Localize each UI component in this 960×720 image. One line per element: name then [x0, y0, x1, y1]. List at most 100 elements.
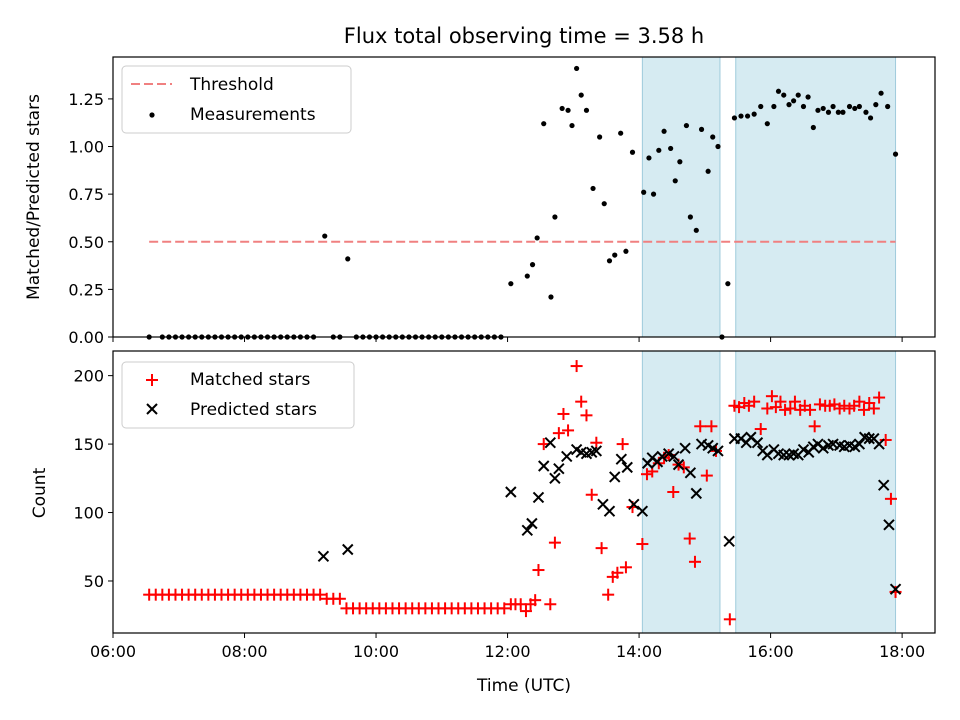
legend-predicted-swatch: [146, 403, 158, 415]
measurement-point: [830, 103, 836, 110]
measurement-point: [795, 92, 801, 98]
matched-stars-point: [575, 395, 588, 408]
measurement-point: [825, 109, 832, 115]
top-legend: Threshold Measurements: [121, 65, 352, 134]
matched-stars-point: [788, 395, 801, 408]
measurement-point: [846, 103, 853, 110]
measurement-point: [725, 281, 731, 287]
measurement-point: [835, 109, 841, 115]
measurement-point: [781, 92, 787, 98]
observing-window-span: [641, 350, 721, 634]
measurement-point: [569, 122, 575, 129]
measurement-point: [606, 258, 613, 264]
measurement-point: [892, 151, 899, 157]
measurement-point: [590, 185, 596, 192]
predicted-stars-point: [853, 438, 866, 450]
measurement-point: [800, 103, 807, 110]
measurement-point: [578, 92, 584, 98]
x-tick-label: 16:00: [748, 642, 794, 661]
plot-frame: [112, 350, 936, 634]
predicted-stars-point: [505, 486, 517, 498]
matched-stars-point: [548, 536, 561, 549]
measurement-point: [805, 94, 811, 100]
measurement-point: [852, 105, 858, 112]
predicted-stars-point: [668, 450, 680, 463]
measurement-point: [574, 65, 580, 72]
predicted-stars-point: [609, 471, 621, 483]
measurement-point: [534, 235, 540, 241]
predicted-stars-point: [532, 491, 545, 504]
matched-stars-point: [519, 605, 532, 618]
measurement-point: [687, 214, 693, 220]
matched-stars-point: [688, 555, 701, 568]
matched-stars-point: [853, 395, 866, 408]
predicted-stars-point: [317, 550, 330, 563]
measurement-point: [548, 294, 554, 300]
matched-stars-point: [884, 492, 897, 505]
measurement-point: [552, 214, 558, 220]
matched-stars-point: [640, 468, 653, 481]
measurement-point: [775, 88, 782, 94]
matched-stars-point: [562, 424, 575, 437]
measurement-point: [791, 98, 797, 104]
matched-stars-point: [879, 433, 892, 446]
matched-stars-point: [619, 561, 632, 574]
x-tick-label: 18:00: [879, 642, 925, 661]
predicted-stars-point: [656, 450, 668, 463]
measurement-point: [345, 256, 351, 262]
matched-stars-point: [532, 564, 545, 577]
predicted-stars-point: [672, 458, 685, 471]
predicted-stars-point: [544, 437, 557, 449]
matched-stars-point: [784, 402, 797, 415]
x-tick-label: 08:00: [221, 642, 267, 661]
measurement-point: [623, 248, 629, 254]
measurement-point: [840, 109, 846, 115]
predicted-stars-point: [342, 543, 354, 556]
predicted-stars-point: [878, 479, 890, 491]
measurement-point: [524, 273, 530, 279]
matched-stars-point: [602, 588, 615, 601]
matched-stars-point: [616, 438, 629, 451]
top-y-axis-label: Matched/Predicted stars: [24, 94, 44, 300]
measurement-point: [612, 252, 618, 258]
measurement-point: [786, 102, 792, 108]
measurement-point: [731, 115, 738, 121]
measurement-point: [541, 121, 547, 127]
measurement-point: [873, 102, 879, 108]
measurement-point: [565, 107, 571, 113]
y-tick-label: 0.00: [68, 328, 104, 347]
measurement-point: [683, 122, 690, 129]
predicted-stars-point: [526, 517, 538, 530]
measurement-point: [878, 90, 884, 96]
matched-stars-point: [529, 594, 542, 607]
y-tick-label: 150: [73, 435, 104, 454]
predicted-stars-point: [684, 467, 697, 479]
matched-stars-point: [774, 395, 787, 408]
measurement-point: [738, 113, 744, 119]
y-tick-label: 0.50: [68, 233, 104, 252]
y-tick-label: 0.75: [68, 185, 104, 204]
measurement-point: [885, 103, 891, 110]
matched-stars-point: [748, 395, 761, 408]
measurement-point: [705, 168, 711, 174]
predicted-stars-point: [723, 535, 735, 547]
matched-stars-point: [677, 461, 690, 474]
matched-stars-point: [314, 588, 327, 601]
matched-stars-point: [636, 538, 649, 551]
observing-window-span: [735, 350, 897, 634]
matched-stars-point: [667, 486, 680, 498]
measurement-point: [710, 134, 716, 140]
matched-stars-point: [694, 420, 707, 433]
y-tick-label: 0.25: [68, 280, 104, 299]
plot-frame: [112, 56, 936, 338]
predicted-stars-point: [590, 445, 603, 457]
measurement-point: [863, 109, 869, 115]
matched-stars-point: [867, 402, 880, 415]
matched-stars-point: [611, 566, 624, 579]
measurement-point: [764, 121, 770, 127]
matched-stars-point: [333, 592, 346, 605]
predicted-stars-point: [751, 437, 764, 449]
matched-stars-point: [557, 407, 570, 420]
measurement-point: [529, 262, 536, 268]
predicted-stars-point: [679, 442, 691, 454]
